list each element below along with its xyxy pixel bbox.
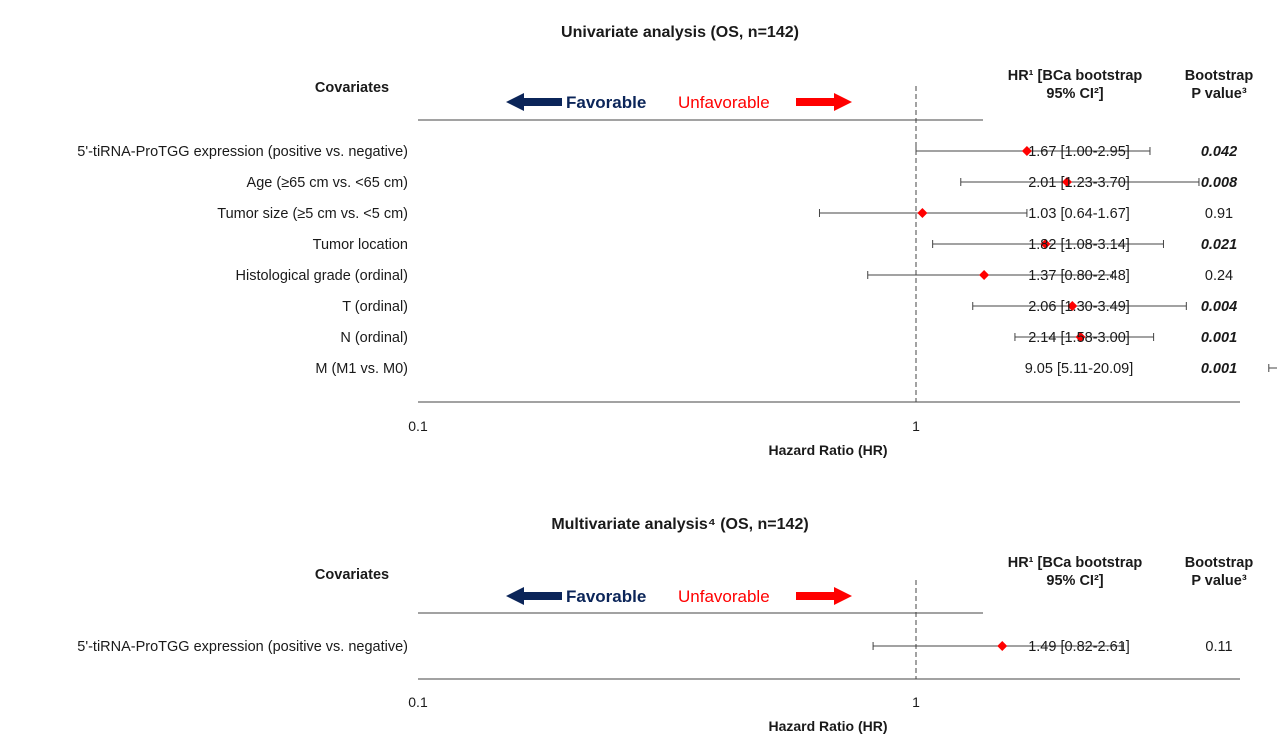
hr-header-line2: 95% CI²] <box>1046 86 1103 102</box>
hr-ci-value: 1.49 [0.82-2.61] <box>1028 639 1130 655</box>
x-axis-label: Hazard Ratio (HR) <box>768 442 887 458</box>
p-value: 0.24 <box>1205 268 1233 284</box>
favorable-label: Favorable <box>566 587 646 606</box>
covariate-label: 5'-tiRNA-ProTGG expression (positive vs.… <box>77 639 408 655</box>
x-axis-label: Hazard Ratio (HR) <box>768 718 887 734</box>
p-value: 0.008 <box>1201 175 1238 191</box>
unfavorable-arrow <box>796 587 852 605</box>
covariate-label: Histological grade (ordinal) <box>236 268 408 284</box>
x-tick-label: 0.1 <box>408 694 428 710</box>
x-tick-label: 1 <box>912 694 920 710</box>
p-header-line2: P value³ <box>1191 86 1247 102</box>
hr-point <box>1040 239 1051 249</box>
p-value: 0.001 <box>1201 330 1237 346</box>
p-value: 0.91 <box>1205 206 1233 222</box>
hr-ci-value: 1.37 [0.80-2.48] <box>1028 268 1130 284</box>
x-tick-label: 1 <box>912 418 920 434</box>
favorable-arrow <box>506 93 562 111</box>
hr-point <box>1061 177 1072 187</box>
p-value: 0.021 <box>1201 237 1237 253</box>
favorable-arrow <box>506 587 562 605</box>
panel-title: Multivariate analysis⁴ (OS, n=142) <box>551 516 808 533</box>
unfavorable-label: Unfavorable <box>678 93 770 112</box>
hr-point <box>1021 146 1032 156</box>
covariate-label: M (M1 vs. M0) <box>315 361 408 377</box>
covariate-label: Age (≥65 cm vs. <65 cm) <box>247 175 408 191</box>
covariate-label: 5'-tiRNA-ProTGG expression (positive vs.… <box>77 144 408 160</box>
hr-ci-value: 1.67 [1.00-2.95] <box>1028 144 1130 160</box>
hr-point <box>917 208 928 218</box>
unfavorable-label: Unfavorable <box>678 587 770 606</box>
hr-ci-value: 1.82 [1.08-3.14] <box>1028 237 1130 253</box>
hr-point <box>997 641 1008 651</box>
p-header-line1: Bootstrap <box>1185 68 1254 84</box>
p-value: 0.11 <box>1205 639 1232 655</box>
p-header-line1: Bootstrap <box>1185 555 1254 571</box>
x-tick-label: 0.1 <box>408 418 428 434</box>
covariate-label: Tumor location <box>313 237 408 253</box>
hr-ci-value: 2.06 [1.30-3.49] <box>1028 299 1130 315</box>
covariates-header: Covariates <box>315 80 389 96</box>
hr-ci-value: 9.05 [5.11-20.09] <box>1025 361 1134 377</box>
hr-ci-value: 2.01 [1.23-3.70] <box>1028 175 1130 191</box>
hr-point <box>979 270 990 280</box>
hr-header-line1: HR¹ [BCa bootstrap <box>1008 68 1143 84</box>
p-value: 0.042 <box>1201 144 1237 160</box>
covariate-label: T (ordinal) <box>342 299 408 315</box>
hr-ci-value: 1.03 [0.64-1.67] <box>1028 206 1130 222</box>
hr-point <box>1067 301 1078 311</box>
favorable-label: Favorable <box>566 93 646 112</box>
covariate-label: N (ordinal) <box>340 330 408 346</box>
p-value: 0.001 <box>1201 361 1237 377</box>
hr-point <box>1075 332 1086 342</box>
p-value: 0.004 <box>1201 299 1237 315</box>
covariate-label: Tumor size (≥5 cm vs. <5 cm) <box>217 206 408 222</box>
panel-title: Univariate analysis (OS, n=142) <box>561 24 799 41</box>
unfavorable-arrow <box>796 93 852 111</box>
p-header-line2: P value³ <box>1191 573 1247 589</box>
hr-header-line2: 95% CI²] <box>1046 573 1103 589</box>
panel-univariate: Univariate analysis (OS, n=142) Covariate… <box>77 24 1277 458</box>
hr-header-line1: HR¹ [BCa bootstrap <box>1008 555 1143 571</box>
hr-ci-value: 2.14 [1.58-3.00] <box>1028 330 1130 346</box>
panel-multivariate: Multivariate analysis⁴ (OS, n=142) Covari… <box>77 516 1254 734</box>
covariates-header: Covariates <box>315 567 389 583</box>
